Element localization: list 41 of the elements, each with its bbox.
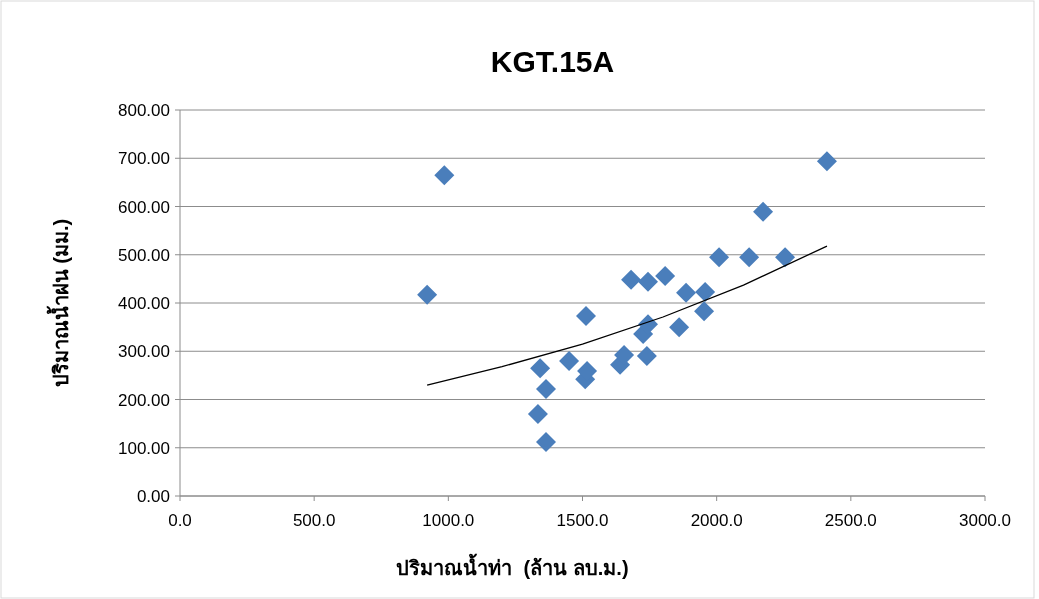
point — [816, 151, 837, 172]
point — [775, 247, 796, 268]
y-tick-label: 200.00 — [118, 390, 170, 410]
point — [739, 247, 760, 268]
point — [575, 306, 596, 327]
point — [536, 378, 557, 399]
point — [527, 403, 548, 424]
y-tick-label: 100.00 — [118, 438, 170, 458]
x-tick-label: 2500.0 — [824, 511, 877, 530]
point — [636, 346, 657, 367]
y-tick-label: 800.00 — [118, 101, 170, 120]
point — [694, 301, 715, 322]
point — [709, 247, 730, 268]
y-tick-label: 600.00 — [118, 197, 170, 217]
x-axis-title: ปริมาณน้ำท่า (ล้าน ลบ.ม.) — [396, 553, 629, 579]
point — [621, 269, 642, 290]
point — [417, 284, 438, 305]
y-tick-label: 0.00 — [136, 487, 170, 506]
point — [695, 281, 716, 302]
y-axis-title: ปริมาณน้ำฝน (มม.) — [46, 218, 72, 388]
y-tick-label: 400.00 — [118, 294, 170, 313]
x-tick-label: 3000.0 — [959, 511, 1011, 530]
y-tick-label: 300.00 — [118, 342, 170, 362]
y-tick-label: 500.00 — [118, 245, 170, 265]
point — [559, 350, 580, 371]
point — [530, 358, 551, 379]
point — [637, 271, 658, 292]
point — [655, 265, 676, 286]
point — [676, 282, 697, 303]
point — [753, 201, 774, 222]
x-tick-label: 2000.0 — [690, 511, 743, 530]
point — [536, 431, 557, 452]
x-tick-label: 500.0 — [292, 511, 336, 530]
line-series — [426, 245, 828, 386]
point — [434, 165, 455, 186]
y-tick-label: 700.00 — [118, 149, 170, 169]
point — [669, 317, 690, 338]
x-tick-label: 1000.0 — [422, 511, 475, 530]
x-tick-label: 0.0 — [168, 511, 192, 530]
x-tick-label: 1500.0 — [556, 511, 609, 530]
chart-title: KGT.15A — [490, 45, 615, 78]
